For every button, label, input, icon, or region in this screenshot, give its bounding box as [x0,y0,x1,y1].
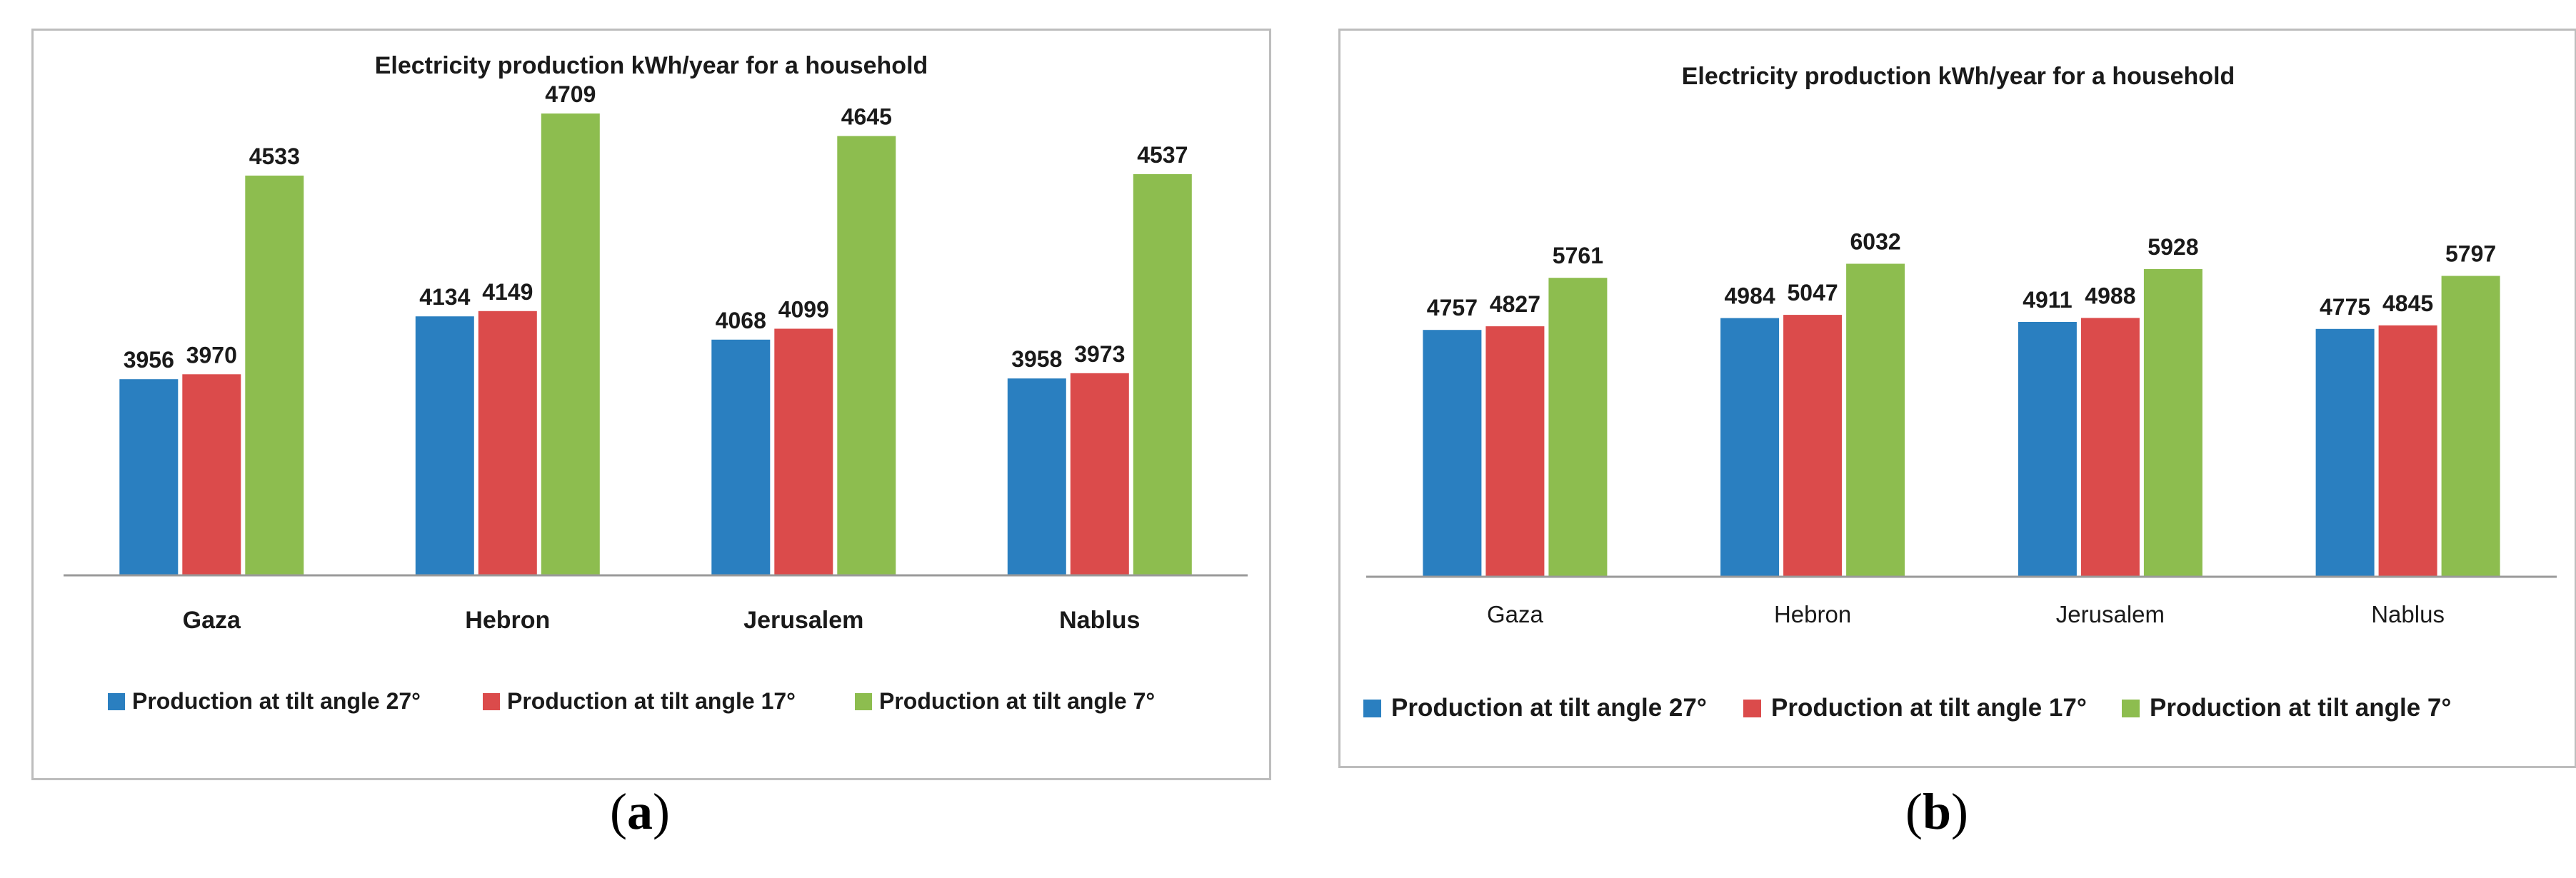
chart-title-a: Electricity production kWh/year for a ho… [375,52,928,79]
bar-nablus-series-1 [2315,328,2375,577]
bar-hebron-series-1 [415,316,474,575]
bar-jerusalem-series-2 [2080,318,2140,577]
chart-panel-a: Electricity production kWh/year for a ho… [31,29,1271,780]
legend-swatch-series-2 [1743,700,1761,717]
x-tick-label-nablus: Nablus [1059,607,1140,634]
legend-swatch-series-1 [1363,700,1381,717]
bar-hebron-series-3 [1846,263,1905,577]
legend-swatch-series-3 [855,693,872,710]
bar-nablus-series-1 [1007,378,1066,575]
chart-title-b: Electricity production kWh/year for a ho… [1682,63,2235,90]
bar-gaza-series-3 [245,176,304,575]
bar-nablus-series-2 [1070,373,1129,575]
bar-hebron-series-2 [478,311,537,575]
x-tick-label-jerusalem: Jerusalem [2056,601,2165,627]
data-label-hebron-series-3: 4709 [545,81,596,107]
caption-a-letter: a [626,783,653,840]
x-tick-label-gaza: Gaza [183,607,241,634]
data-label-gaza-series-2: 3970 [186,342,237,368]
bar-nablus-series-3 [2441,276,2500,577]
data-label-nablus-series-3: 4537 [1137,142,1188,168]
data-label-nablus-series-1: 4775 [2320,294,2370,320]
legend-swatch-series-2 [483,693,500,710]
data-label-hebron-series-3: 6032 [1850,229,1901,255]
legend-label-series-1: Production at tilt angle 27° [132,688,421,714]
bar-gaza-series-2 [182,374,241,575]
legend-label-series-3: Production at tilt angle 7° [2150,694,2451,722]
caption-b: (b) [1905,783,1969,840]
x-tick-label-jerusalem: Jerusalem [743,607,863,634]
bar-jerusalem-series-3 [837,136,896,576]
bar-chart-b: Electricity production kWh/year for a ho… [1363,63,2557,722]
data-label-gaza-series-1: 3956 [124,347,174,373]
data-label-nablus-series-2: 4845 [2382,291,2433,316]
caption-b-letter: b [1922,783,1952,840]
bar-gaza-series-1 [119,379,179,575]
bar-hebron-series-3 [541,113,600,575]
x-tick-label-hebron: Hebron [465,607,550,634]
bar-nablus-series-3 [1133,174,1192,575]
data-label-nablus-series-1: 3958 [1011,346,1062,372]
data-label-hebron-series-2: 4149 [482,279,533,305]
legend-label-series-2: Production at tilt angle 17° [1771,694,2087,722]
x-tick-label-gaza: Gaza [1487,601,1544,627]
data-label-gaza-series-1: 4757 [1427,295,1478,321]
bar-hebron-series-2 [1783,315,1843,577]
bar-jerusalem-series-2 [774,328,833,575]
bar-jerusalem-series-1 [2018,322,2077,577]
x-tick-label-nablus: Nablus [2371,601,2445,627]
data-label-jerusalem-series-3: 4645 [841,104,892,130]
bar-gaza-series-1 [1423,330,1482,577]
data-label-jerusalem-series-1: 4911 [2023,287,2072,313]
bar-hebron-series-1 [1720,318,1780,577]
chart-panel-b: Electricity production kWh/year for a ho… [1338,29,2576,768]
data-label-gaza-series-3: 5761 [1553,243,1603,268]
data-label-hebron-series-1: 4134 [419,284,470,310]
bar-jerusalem-series-1 [711,339,771,575]
data-label-nablus-series-3: 5797 [2445,241,2496,267]
legend-label-series-2: Production at tilt angle 17° [507,688,796,714]
bar-gaza-series-2 [1485,326,1545,577]
data-label-jerusalem-series-3: 5928 [2147,234,2198,260]
data-label-jerusalem-series-1: 4068 [716,308,766,333]
data-label-jerusalem-series-2: 4099 [778,297,829,323]
legend-swatch-series-3 [2122,700,2140,717]
legend-label-series-1: Production at tilt angle 27° [1391,694,1707,722]
data-label-hebron-series-2: 5047 [1788,280,1838,306]
data-label-gaza-series-3: 4533 [249,143,300,169]
x-tick-label-hebron: Hebron [1774,601,1851,627]
bar-gaza-series-3 [1548,278,1608,577]
legend-label-series-3: Production at tilt angle 7° [879,688,1155,714]
data-label-jerusalem-series-2: 4988 [2085,283,2135,308]
legend-swatch-series-1 [108,693,125,710]
caption-a: (a) [610,783,670,840]
data-label-gaza-series-2: 4827 [1490,291,1540,317]
bar-nablus-series-2 [2378,325,2437,577]
data-label-hebron-series-1: 4984 [1725,283,1775,309]
data-label-nablus-series-2: 3973 [1074,341,1125,367]
bar-chart-a: Electricity production kWh/year for a ho… [64,52,1248,714]
bar-jerusalem-series-3 [2143,269,2202,577]
